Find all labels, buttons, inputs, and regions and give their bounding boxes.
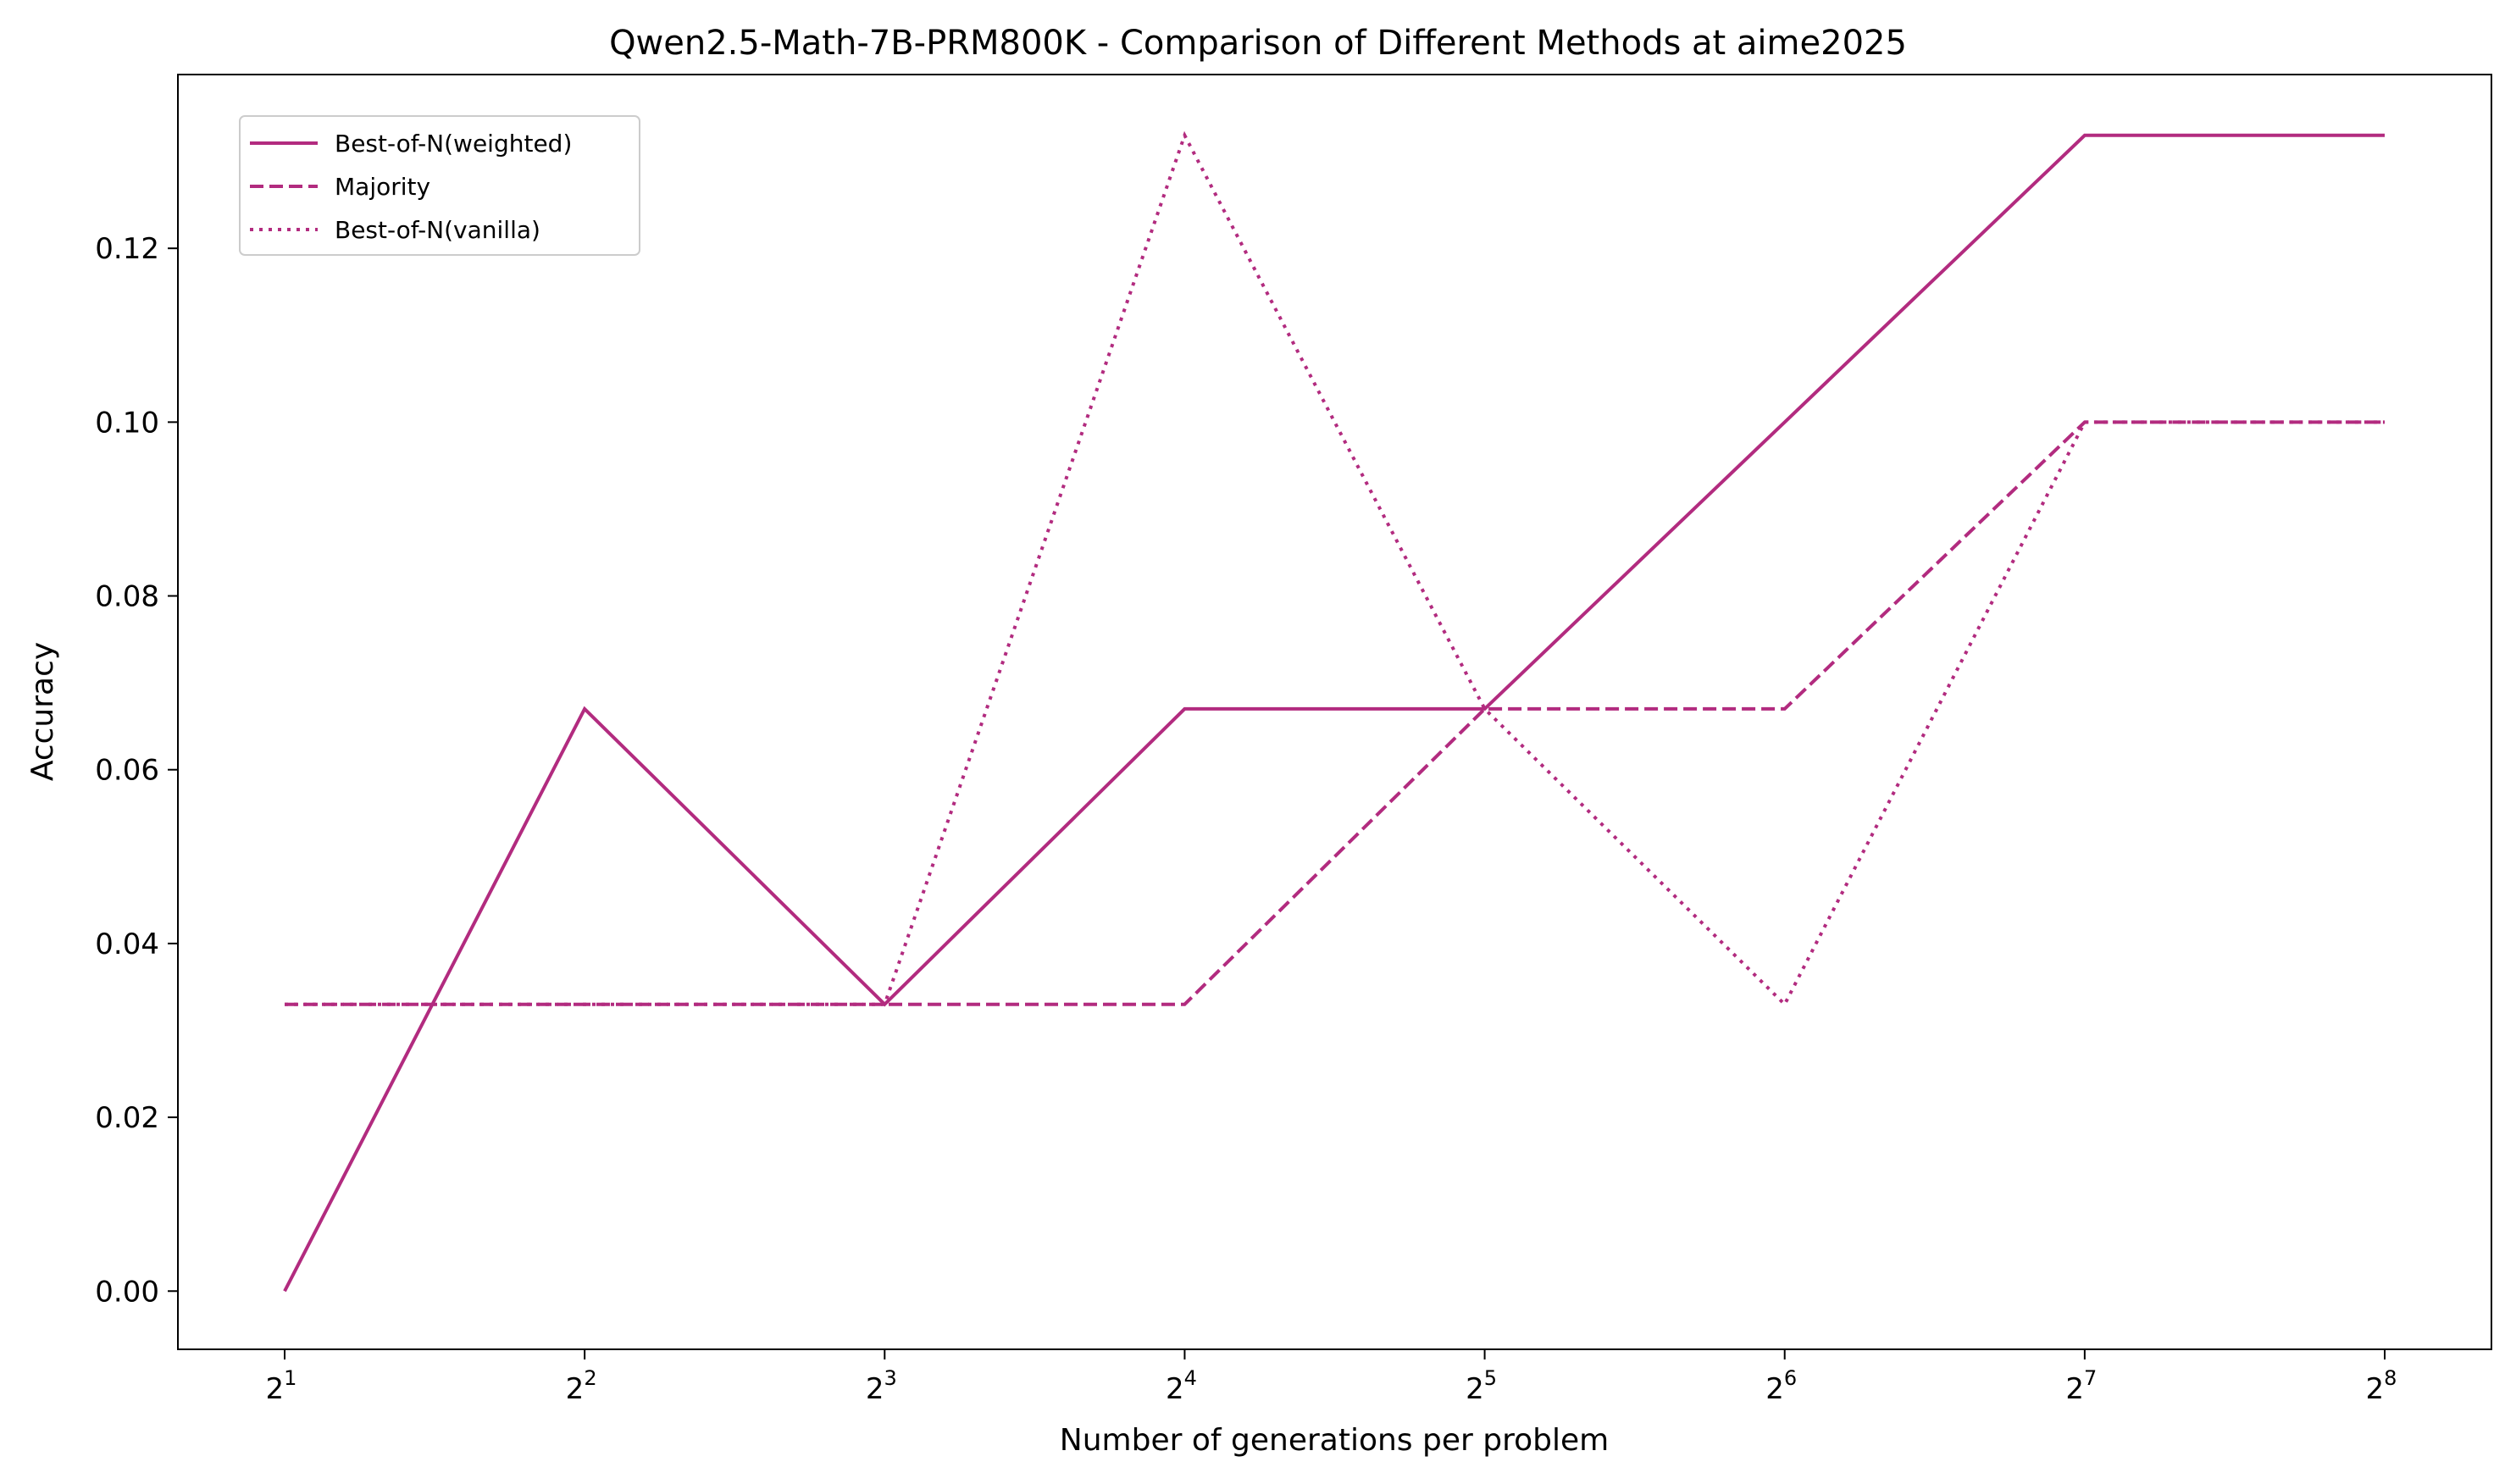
y-axis: 0.00 0.02 0.04 0.06 0.08 0.10 0.12 — [95, 232, 178, 1309]
legend-label: Majority — [335, 173, 430, 201]
x-tick-label: 21 — [266, 1366, 297, 1406]
y-tick-label: 0.08 — [95, 580, 159, 614]
plot-area — [177, 74, 2492, 1350]
x-tick-label: 22 — [566, 1366, 597, 1406]
x-tick-label: 26 — [1765, 1366, 1797, 1406]
x-tick-label: 23 — [866, 1366, 897, 1406]
x-tick-label: 24 — [1166, 1366, 1197, 1406]
y-tick-label: 0.10 — [95, 406, 159, 440]
legend-label: Best-of-N(vanilla) — [335, 216, 540, 244]
x-axis: 21 22 23 24 25 26 27 28 — [266, 1349, 2397, 1406]
chart-title: Qwen2.5-Math-7B-PRM800K - Comparison of … — [609, 24, 1907, 63]
legend-box — [239, 115, 640, 256]
series-line-solid — [283, 133, 2385, 1293]
x-tick-label: 25 — [1466, 1366, 1497, 1406]
y-tick-label: 0.12 — [95, 232, 159, 266]
y-tick-label: 0.02 — [95, 1101, 159, 1135]
series-layer — [283, 130, 2385, 1293]
x-tick-label: 28 — [2366, 1366, 2397, 1406]
y-tick-label: 0.06 — [95, 754, 159, 788]
y-axis-label: Accuracy — [25, 642, 60, 781]
legend-label: Best-of-N(weighted) — [335, 130, 572, 158]
x-axis-label: Number of generations per problem — [1060, 1423, 1609, 1458]
legend: Best-of-N(weighted) Majority Best-of-N(van… — [239, 115, 640, 256]
y-tick-label: 0.04 — [95, 928, 159, 961]
y-tick-label: 0.00 — [95, 1275, 159, 1309]
x-tick-label: 27 — [2065, 1366, 2097, 1406]
series-line-dotted — [285, 130, 2385, 1008]
